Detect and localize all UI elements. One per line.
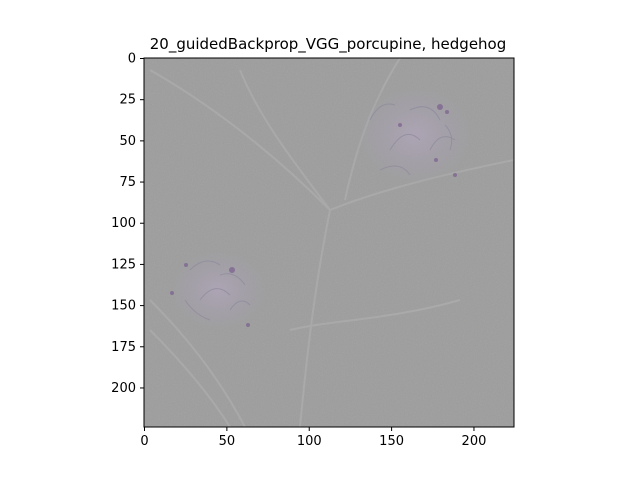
x-axis: 0 50 100 150 200 <box>140 427 486 449</box>
x-tick-label: 0 <box>140 434 148 449</box>
y-tick-label: 0 <box>128 52 136 67</box>
y-tick-label: 175 <box>111 340 136 355</box>
y-tick-label: 125 <box>111 257 136 272</box>
saliency-image <box>144 58 514 427</box>
y-tick-label: 200 <box>111 381 136 396</box>
y-axis: 0 25 50 75 100 125 150 175 200 <box>111 52 144 396</box>
x-tick-label: 50 <box>219 434 236 449</box>
y-tick-label: 75 <box>119 175 136 190</box>
chart-title: 20_guidedBackprop_VGG_porcupine, hedgeho… <box>150 35 507 54</box>
x-tick-label: 150 <box>379 434 404 449</box>
y-tick-label: 25 <box>119 93 136 108</box>
y-tick-label: 50 <box>119 134 136 149</box>
y-tick-label: 150 <box>111 299 136 314</box>
x-tick-label: 100 <box>297 434 322 449</box>
axes-frame <box>143 57 515 428</box>
y-tick-label: 100 <box>111 216 136 231</box>
x-tick-label: 200 <box>462 434 487 449</box>
